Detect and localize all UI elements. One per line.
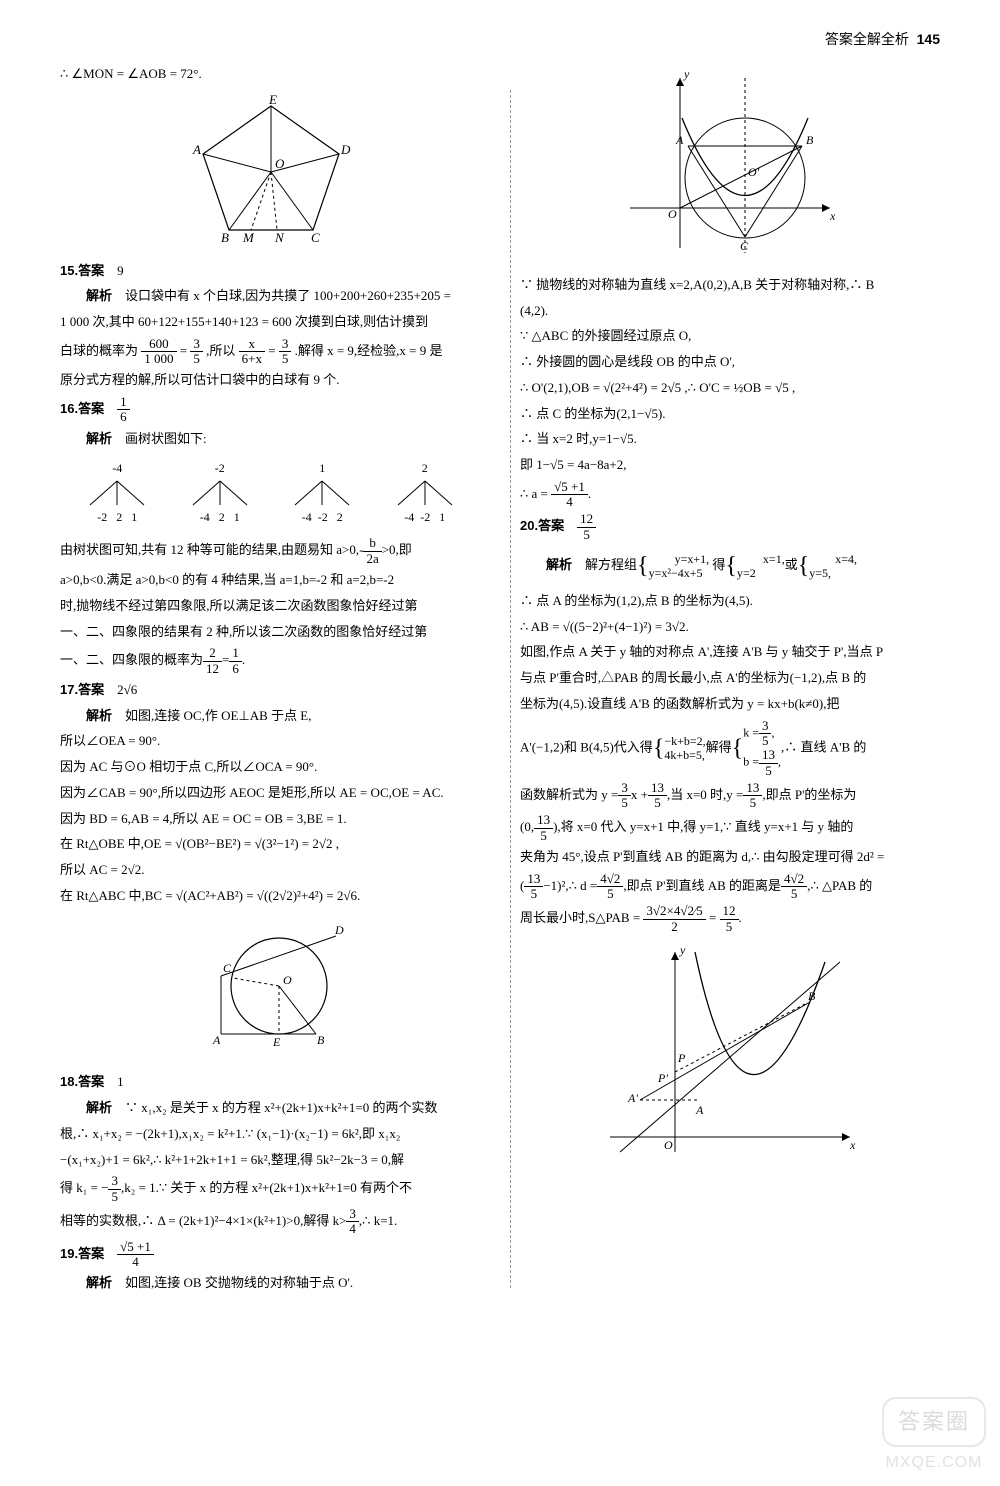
svg-text:O: O (283, 973, 292, 987)
mon-line: ∴ ∠MON = ∠AOB = 72°. (60, 63, 482, 86)
circle-figure: A B C D E O (60, 916, 482, 1064)
svg-text:B: B (221, 230, 229, 244)
right-column: O y x A B C O' ∵ 抛物线的对称轴为直线 x=2,A(0,2),A… (500, 60, 940, 1298)
q16-line: 一、二、四象限的结果有 2 种,所以该二次函数的图象恰好经过第 (60, 621, 482, 644)
svg-text:B: B (808, 989, 816, 1003)
q16-line: 一、二、四象限的概率为212=16. (60, 646, 482, 676)
svg-text:A: A (675, 133, 684, 147)
svg-text:E: E (268, 94, 277, 107)
svg-text:x: x (829, 209, 836, 223)
q15-line: 原分式方程的解,所以可估计口袋中的白球有 9 个. (60, 369, 482, 392)
svg-text:C: C (223, 961, 232, 975)
q17-header: 17.答案 2√6 (60, 679, 482, 702)
q15-line: 1 000 次,其中 60+122+155+140+123 = 600 次摸到白… (60, 311, 482, 334)
svg-text:E: E (272, 1035, 281, 1049)
q20-header: 20.答案 125 (520, 512, 940, 542)
svg-text:O: O (668, 207, 677, 221)
watermark-url: MXQE.COM (882, 1449, 986, 1476)
q15-header: 15.答案 9 (60, 260, 482, 283)
svg-text:P': P' (657, 1071, 668, 1085)
svg-text:B: B (317, 1033, 325, 1047)
q16-line: 解析 画树状图如下: (60, 428, 482, 451)
q15-ans-label: 答案 (78, 263, 104, 278)
watermark-badge: 答案圈 (882, 1397, 986, 1446)
q16-line: a>0,b<0.满足 a>0,b<0 的有 4 种结果,当 a=1,b=-2 和… (60, 569, 482, 592)
q19-header: 19.答案 √5 +14 (60, 1240, 482, 1270)
svg-text:B: B (806, 133, 814, 147)
svg-text:M: M (242, 230, 255, 244)
svg-text:C: C (740, 239, 749, 253)
svg-text:C: C (311, 230, 320, 244)
q15-ans: 9 (117, 263, 124, 278)
svg-text:y: y (683, 68, 690, 81)
svg-text:D: D (334, 923, 344, 937)
content: ∴ ∠MON = ∠AOB = 72°. A D E B C O M N (0, 0, 1000, 1338)
pentagon-figure: A D E B C O M N (60, 94, 482, 252)
svg-text:A: A (212, 1033, 221, 1047)
tree-diagram: -4-2 2 1 -2-4 2 1 1-4 -2 2 2-4 -2 1 (66, 458, 476, 528)
final-figure: O y x A A' B P P' (520, 942, 940, 1170)
q15-line: 白球的概率为 6001 000 = 35 ,所以 x6+x = 35 .解得 x… (60, 337, 482, 367)
svg-text:D: D (340, 142, 351, 157)
svg-text:O: O (275, 156, 285, 171)
q16-line: 时,抛物线不经过第四象限,所以满足该二次函数图象恰好经过第 (60, 595, 482, 618)
q15-line: 解析 设口袋中有 x 个白球,因为共摸了 100+200+260+235+205… (60, 285, 482, 308)
svg-text:y: y (679, 943, 686, 957)
left-column: ∴ ∠MON = ∠AOB = 72°. A D E B C O M N (60, 60, 500, 1298)
svg-text:O: O (664, 1138, 673, 1152)
svg-text:N: N (274, 230, 285, 244)
q15-num: 15. (60, 263, 78, 278)
q16-line: 由树状图可知,共有 12 种等可能的结果,由题易知 a>0,-b2a>0,即 (60, 536, 482, 566)
svg-text:A: A (695, 1103, 704, 1117)
svg-text:A: A (192, 142, 201, 157)
watermark: 答案圈 MXQE.COM (882, 1397, 986, 1476)
column-divider (510, 90, 511, 1288)
svg-text:O': O' (748, 165, 760, 179)
svg-text:P: P (677, 1051, 686, 1065)
parabola-circle-figure: O y x A B C O' (520, 68, 940, 266)
q18-header: 18.答案 1 (60, 1071, 482, 1094)
svg-text:A': A' (627, 1091, 638, 1105)
q16-header: 16.答案 16 (60, 395, 482, 425)
svg-text:x: x (849, 1138, 856, 1152)
